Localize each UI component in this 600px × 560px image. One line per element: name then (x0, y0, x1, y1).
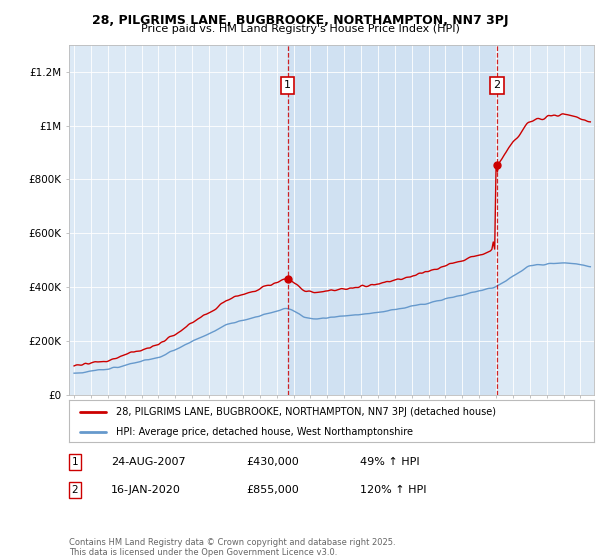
Text: 1: 1 (71, 457, 79, 467)
Text: 24-AUG-2007: 24-AUG-2007 (111, 457, 185, 467)
Text: £430,000: £430,000 (246, 457, 299, 467)
Text: 120% ↑ HPI: 120% ↑ HPI (360, 485, 427, 495)
Text: 28, PILGRIMS LANE, BUGBROOKE, NORTHAMPTON, NN7 3PJ (detached house): 28, PILGRIMS LANE, BUGBROOKE, NORTHAMPTO… (116, 407, 496, 417)
Text: 1: 1 (284, 80, 291, 90)
Text: 49% ↑ HPI: 49% ↑ HPI (360, 457, 419, 467)
Text: 2: 2 (71, 485, 79, 495)
Bar (287, 45, 497, 395)
Text: 16-JAN-2020: 16-JAN-2020 (111, 485, 181, 495)
Text: HPI: Average price, detached house, West Northamptonshire: HPI: Average price, detached house, West… (116, 427, 413, 437)
Text: £855,000: £855,000 (246, 485, 299, 495)
Text: Contains HM Land Registry data © Crown copyright and database right 2025.
This d: Contains HM Land Registry data © Crown c… (69, 538, 395, 557)
Text: 2: 2 (493, 80, 500, 90)
Text: Price paid vs. HM Land Registry's House Price Index (HPI): Price paid vs. HM Land Registry's House … (140, 24, 460, 34)
Text: 28, PILGRIMS LANE, BUGBROOKE, NORTHAMPTON, NN7 3PJ: 28, PILGRIMS LANE, BUGBROOKE, NORTHAMPTO… (92, 14, 508, 27)
